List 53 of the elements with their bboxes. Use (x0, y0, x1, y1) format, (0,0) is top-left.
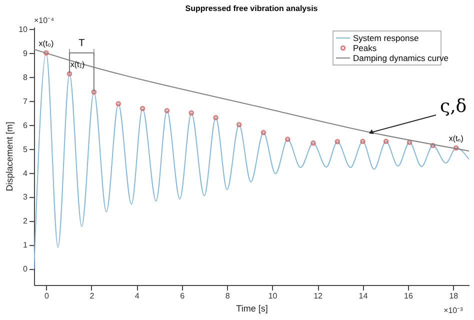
x-tick-label: 14 (358, 292, 368, 300)
annotation: T (78, 38, 85, 49)
x-tick-label: 12 (314, 292, 324, 300)
point (406, 140, 412, 145)
y-tick-label: 1 (23, 240, 28, 250)
y-tick-label: 6 (23, 120, 28, 130)
x-axis-title: Time [s] (236, 304, 268, 314)
annotation: x(tₙ) (448, 134, 464, 143)
x-tick-label: 4 (134, 292, 140, 300)
legend-label: Damping dynamics curve (353, 53, 449, 63)
annotation: x(t₁) (70, 60, 85, 69)
text: ×10⁻⁴ (34, 16, 55, 25)
point (260, 130, 266, 136)
point (213, 115, 218, 120)
x-tick-label: 16 (404, 292, 414, 300)
x-tick-label: 8 (225, 292, 230, 300)
y-tick-label: 4 (23, 168, 28, 178)
point (140, 106, 146, 112)
y-tick-label: 9 (23, 48, 28, 58)
point (360, 138, 366, 144)
y-tick-label: 8 (23, 72, 28, 82)
point (430, 142, 436, 148)
y-tick-label: 2 (23, 216, 28, 226)
annotation: x(t₀) (38, 38, 54, 48)
point (236, 122, 242, 128)
y-tick-label: 0 (23, 264, 28, 274)
point (66, 71, 72, 76)
legend-label: System response (353, 33, 419, 43)
point (453, 145, 459, 150)
line-series (34, 52, 469, 270)
y-tick-label: 10 (18, 24, 28, 34)
y-tick-label: 3 (23, 192, 28, 202)
chart-title: Suppressed free vibration analysis (185, 4, 318, 13)
text: ×10⁻³ (444, 306, 464, 315)
annotation: ς,δ (440, 96, 467, 117)
point (310, 140, 316, 146)
point (383, 138, 389, 144)
point (285, 136, 290, 142)
x-tick-label: 6 (180, 292, 186, 300)
y-axis-title: Displacement [m] (4, 122, 15, 192)
point (334, 138, 340, 144)
point (164, 108, 170, 114)
legend-label: Peaks (353, 43, 377, 53)
x-tick-label: 10 (268, 292, 278, 300)
point (116, 101, 121, 106)
x-tick-label: 18 (449, 292, 459, 300)
y-tick-label: 5 (23, 144, 28, 154)
x-tick-label: 2 (90, 292, 95, 300)
point (44, 50, 49, 56)
y-tick-label: 7 (23, 96, 28, 106)
point (91, 89, 97, 95)
point (188, 110, 194, 116)
x-tick-label: 0 (44, 292, 50, 300)
